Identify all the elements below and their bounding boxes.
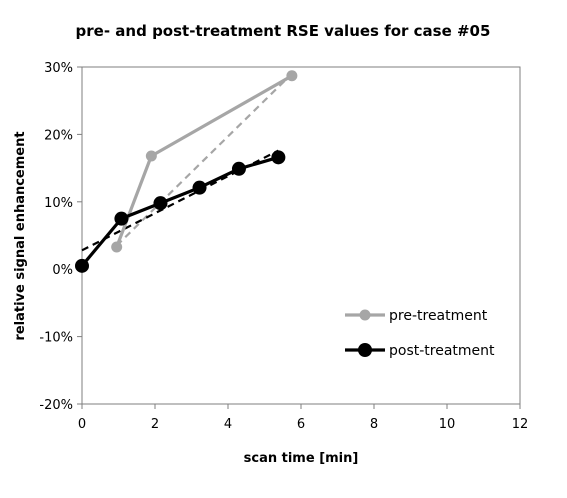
data-point-post-treatment bbox=[153, 196, 168, 211]
data-point-pre-treatment bbox=[145, 150, 157, 162]
y-tick-label: 10% bbox=[44, 196, 73, 211]
x-axis-label: scan time [min] bbox=[244, 451, 359, 466]
x-tick-label: 8 bbox=[370, 417, 378, 432]
y-tick-label: 20% bbox=[44, 128, 73, 143]
legend-label-post-treatment: post-treatment bbox=[389, 343, 495, 359]
legend: pre-treatment post-treatment bbox=[345, 308, 495, 359]
series-lines bbox=[80, 74, 293, 267]
y-tick-label: 0% bbox=[52, 263, 73, 278]
data-point-post-treatment bbox=[192, 180, 207, 195]
chart-title: pre- and post-treatment RSE values for c… bbox=[76, 22, 491, 40]
data-point-post-treatment bbox=[271, 150, 286, 165]
y-axis-label: relative signal enhancement bbox=[13, 131, 28, 340]
data-point-post-treatment bbox=[114, 211, 129, 226]
data-point-post-treatment bbox=[231, 161, 246, 176]
legend-marker-pre-treatment bbox=[359, 309, 371, 321]
y-tick-label: -10% bbox=[39, 331, 73, 346]
x-tick-label: 10 bbox=[439, 417, 456, 432]
series-line-post-treatment bbox=[80, 155, 279, 267]
y-tick-label: -20% bbox=[39, 398, 73, 413]
x-tick-label: 12 bbox=[512, 417, 529, 432]
data-point-post-treatment bbox=[75, 258, 89, 273]
x-tick-label: 2 bbox=[151, 417, 159, 432]
series-points bbox=[75, 70, 298, 273]
data-point-pre-treatment bbox=[111, 241, 123, 253]
x-tick-label: 4 bbox=[224, 417, 232, 432]
data-point-pre-treatment bbox=[286, 70, 298, 82]
legend-marker-post-treatment bbox=[358, 343, 372, 357]
y-axis: -20% -10% 0% 10% 20% 30% bbox=[39, 61, 82, 413]
y-tick-label: 30% bbox=[44, 61, 73, 76]
x-axis: 0 2 4 6 8 10 12 bbox=[78, 404, 528, 432]
x-tick-label: 0 bbox=[78, 417, 86, 432]
legend-label-pre-treatment: pre-treatment bbox=[389, 308, 488, 324]
x-tick-label: 6 bbox=[297, 417, 305, 432]
